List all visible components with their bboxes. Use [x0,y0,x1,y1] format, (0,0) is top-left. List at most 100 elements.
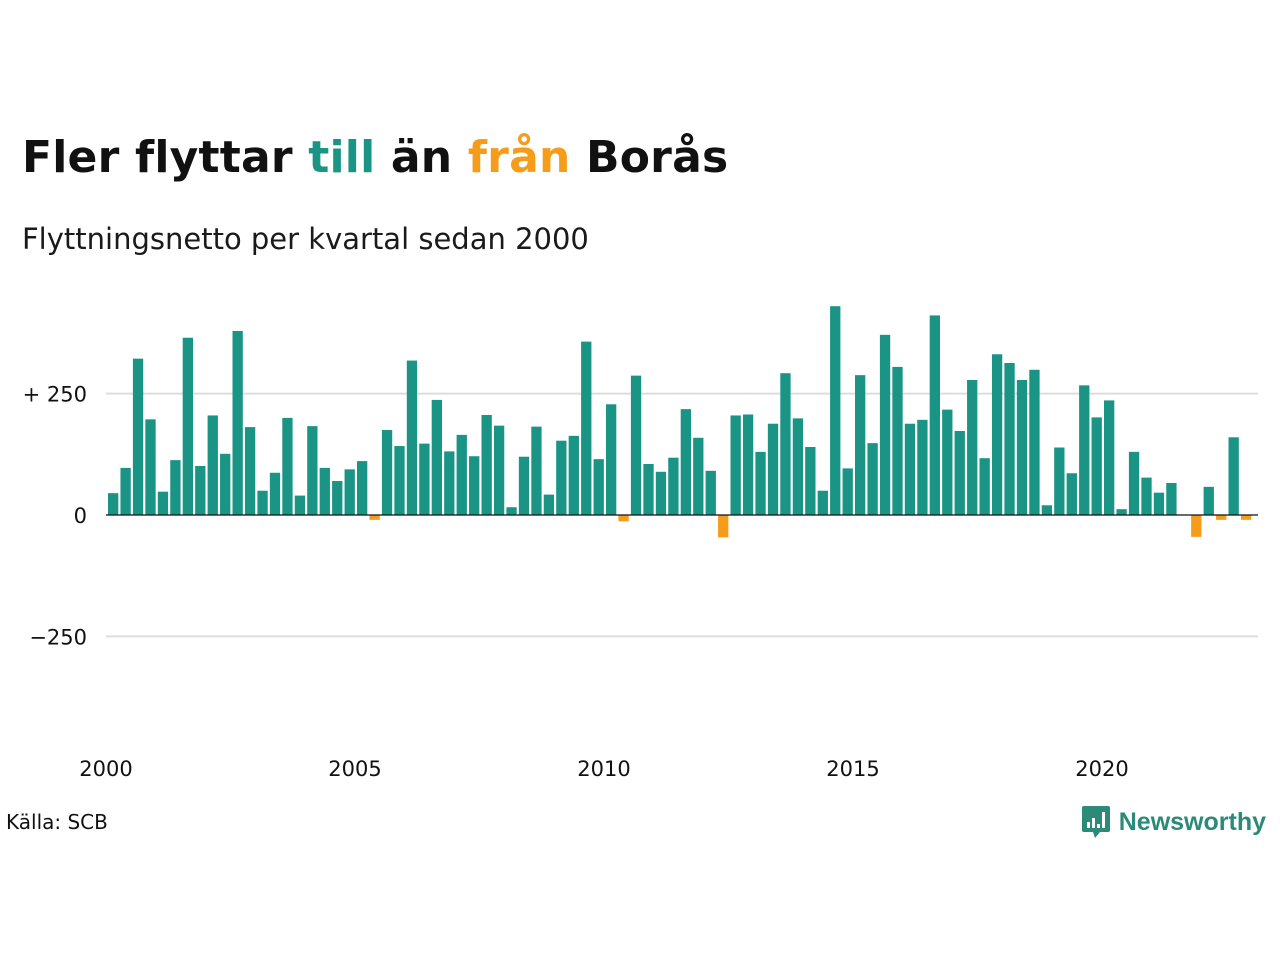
bar [195,465,206,515]
title-part-1: Fler flyttar [22,132,309,183]
bar [693,437,704,515]
bar [1203,486,1214,515]
brand-logo: Newsworthy [1081,804,1266,840]
y-tick-label: −250 [29,625,87,649]
bar [1066,473,1077,515]
bar [170,460,181,515]
bar [904,423,916,515]
bar [879,334,891,515]
bar [954,430,965,515]
bar [917,419,928,515]
bar [842,468,853,515]
bar [1054,447,1065,515]
bar [319,467,330,515]
bar [929,315,940,515]
bar [991,354,1003,515]
x-tick-label: 2005 [328,757,381,781]
bar [967,380,978,515]
bar [867,443,878,515]
bar [207,415,218,515]
chart-title: Fler flyttar till än från Borås [22,132,728,183]
bar [792,418,804,515]
bar [456,434,467,515]
bar [182,337,193,515]
bar [643,464,654,515]
y-tick-label: 0 [74,504,87,528]
bar [755,451,766,515]
bar [855,375,866,515]
bar [531,426,542,515]
bar [493,425,505,515]
x-tick-label: 2020 [1075,757,1128,781]
bar [979,458,990,515]
bar [942,409,953,515]
bar [1116,509,1127,515]
bar [108,493,119,515]
bar [805,447,816,515]
bar [132,358,144,515]
bar [892,366,903,515]
bar [269,472,281,515]
bar [518,456,530,515]
bar [244,427,256,515]
bar [1240,515,1252,520]
bar [282,417,293,515]
bar [830,306,841,515]
bar [145,419,156,515]
chart-subtitle: Flyttningsnetto per kvartal sedan 2000 [22,222,589,256]
bar [381,430,393,515]
bar [742,414,754,515]
x-tick-label: 2010 [577,757,630,781]
bar [668,457,679,515]
source-note: Källa: SCB [6,810,108,834]
bar [1141,477,1152,515]
bar [1029,369,1040,515]
bar [568,435,579,515]
bar [257,490,268,515]
bar [357,461,368,515]
title-part-3: än [375,132,468,183]
bar [767,423,779,515]
bar [581,341,592,515]
bar [780,373,791,515]
bar [307,426,318,515]
bar [506,507,517,515]
bar [431,399,442,515]
title-till: till [308,132,376,183]
bar [481,414,492,515]
bar [1004,363,1015,515]
bar [730,415,741,515]
y-tick-label: + 250 [23,383,87,407]
newsworthy-logo-icon [1081,806,1110,838]
bar [606,404,617,515]
bar [444,451,455,515]
bar [232,330,243,515]
bar [655,471,667,515]
bar [543,494,555,515]
bar [332,481,343,515]
bar [1079,385,1090,515]
bar [344,469,355,515]
bar [120,467,131,515]
bar [705,470,716,515]
bar [593,459,604,515]
bar [1166,482,1177,515]
bar [1216,515,1227,520]
bar [1153,492,1165,515]
bar [630,375,642,515]
bar [157,491,169,515]
bar [294,495,306,515]
bar [419,443,430,515]
bar [1091,417,1102,515]
x-tick-label: 2015 [826,757,879,781]
bar [1104,400,1115,515]
title-fran: från [467,132,571,183]
bar [220,453,231,515]
bar [680,409,691,515]
bar [469,456,480,515]
bar [718,515,729,538]
bar [394,446,405,515]
bar [1228,437,1239,515]
bar [618,515,629,522]
